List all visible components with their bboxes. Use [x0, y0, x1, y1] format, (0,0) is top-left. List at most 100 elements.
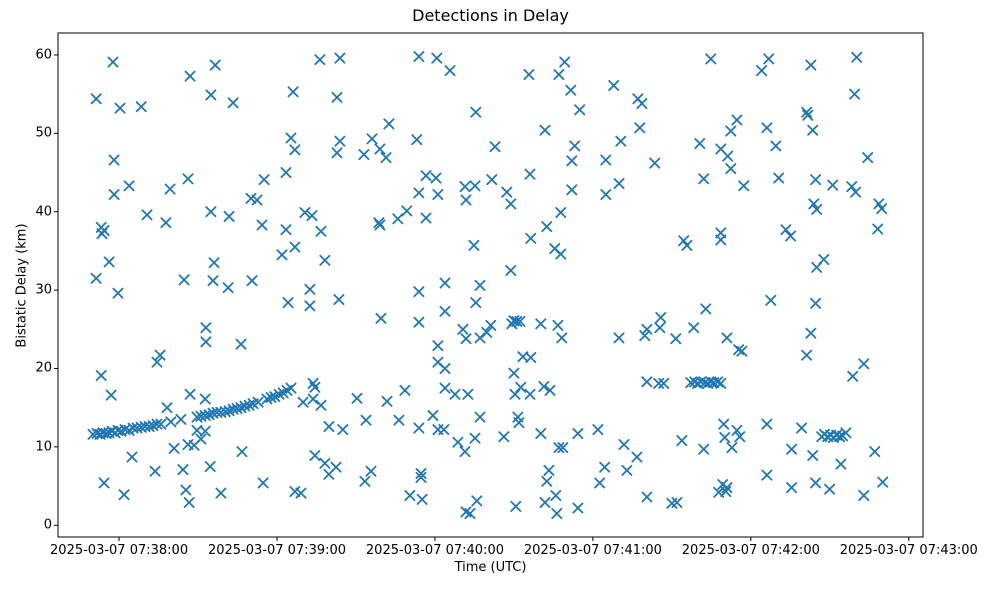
detection-marker [688, 322, 700, 334]
detection-marker [331, 147, 343, 159]
detection-marker [835, 458, 847, 470]
scatter-points [87, 51, 889, 519]
detection-marker [95, 370, 107, 381]
detection-marker [460, 194, 472, 206]
detection-marker [452, 436, 464, 448]
detection-marker [858, 490, 870, 501]
detection-marker [524, 168, 536, 180]
detection-marker [439, 363, 451, 374]
detection-marker [215, 487, 227, 499]
detection-marker [457, 323, 469, 335]
detection-marker [295, 487, 307, 499]
detection-marker [246, 275, 258, 287]
detection-marker [698, 443, 710, 455]
detection-marker [539, 497, 551, 508]
detection-marker [360, 414, 372, 426]
detection-marker [801, 349, 813, 361]
detection-marker [654, 322, 666, 334]
detection-marker [834, 431, 846, 443]
detection-marker [785, 230, 797, 242]
detection-marker [289, 486, 301, 497]
detection-marker [541, 221, 553, 233]
detection-marker [304, 283, 316, 295]
axis-ticks [54, 54, 910, 541]
detection-marker [205, 89, 217, 101]
detection-marker [108, 154, 120, 166]
detection-marker [411, 134, 423, 146]
detection-marker [734, 431, 746, 443]
detection-marker [155, 418, 167, 430]
detection-marker [544, 384, 556, 396]
detection-marker [431, 52, 443, 64]
detection-marker [524, 388, 536, 400]
detection-marker [715, 234, 727, 246]
detection-marker [449, 388, 461, 400]
detection-marker [600, 189, 612, 200]
detection-marker [105, 389, 117, 401]
detection-marker [401, 205, 413, 217]
detection-marker [207, 275, 219, 287]
detection-marker [464, 508, 476, 519]
x-tick-label: 2025-03-07 07:40:00 [365, 543, 504, 558]
detection-marker [555, 248, 567, 260]
detection-marker [252, 396, 264, 408]
detection-marker [114, 102, 126, 114]
detection-marker [539, 124, 551, 136]
detection-marker [420, 170, 432, 182]
detection-marker [285, 382, 297, 394]
detection-marker [205, 206, 217, 218]
detection-marker [565, 84, 577, 96]
detection-marker [383, 118, 395, 130]
detection-marker [251, 194, 263, 206]
detection-marker [722, 150, 734, 162]
detection-marker [309, 381, 321, 393]
detection-marker [178, 274, 190, 286]
detection-marker [413, 422, 425, 434]
detection-marker [175, 413, 187, 425]
detection-marker [574, 104, 586, 116]
detection-marker [552, 319, 564, 331]
x-tick-label: 2025-03-07 07:38:00 [50, 543, 189, 558]
detection-marker [761, 469, 773, 481]
detection-marker [90, 93, 102, 105]
detection-marker [649, 157, 661, 169]
detection-marker [204, 461, 216, 472]
detection-marker [135, 101, 147, 113]
detection-marker [557, 442, 569, 454]
y-tick-label: 50 [35, 125, 52, 141]
detection-marker [164, 183, 176, 195]
detection-marker [127, 422, 139, 434]
detection-marker [358, 149, 370, 160]
detection-marker [474, 279, 486, 291]
detection-marker [731, 114, 743, 126]
detection-marker [107, 56, 119, 68]
detection-marker [307, 393, 319, 405]
detection-marker [639, 330, 651, 342]
detection-marker [432, 189, 444, 200]
detection-marker [621, 464, 633, 476]
detection-marker [506, 318, 518, 330]
detection-marker [505, 198, 517, 210]
detection-marker [869, 446, 881, 458]
detection-marker [600, 154, 612, 166]
detection-marker [118, 489, 130, 501]
detection-marker [553, 442, 565, 454]
detection-marker [381, 395, 393, 407]
detection-marker [285, 132, 297, 144]
detection-marker [235, 338, 247, 350]
detection-marker [280, 167, 292, 178]
detection-marker [726, 442, 738, 454]
detection-marker [209, 59, 221, 71]
detection-marker [256, 219, 268, 231]
detection-marker [265, 392, 277, 403]
detection-marker [510, 500, 522, 512]
detection-marker [761, 122, 773, 134]
detection-marker [523, 69, 535, 80]
detection-marker [432, 340, 444, 352]
detection-marker [468, 239, 480, 251]
detection-marker [763, 53, 775, 65]
detection-marker [719, 432, 731, 443]
detection-marker [678, 235, 690, 247]
